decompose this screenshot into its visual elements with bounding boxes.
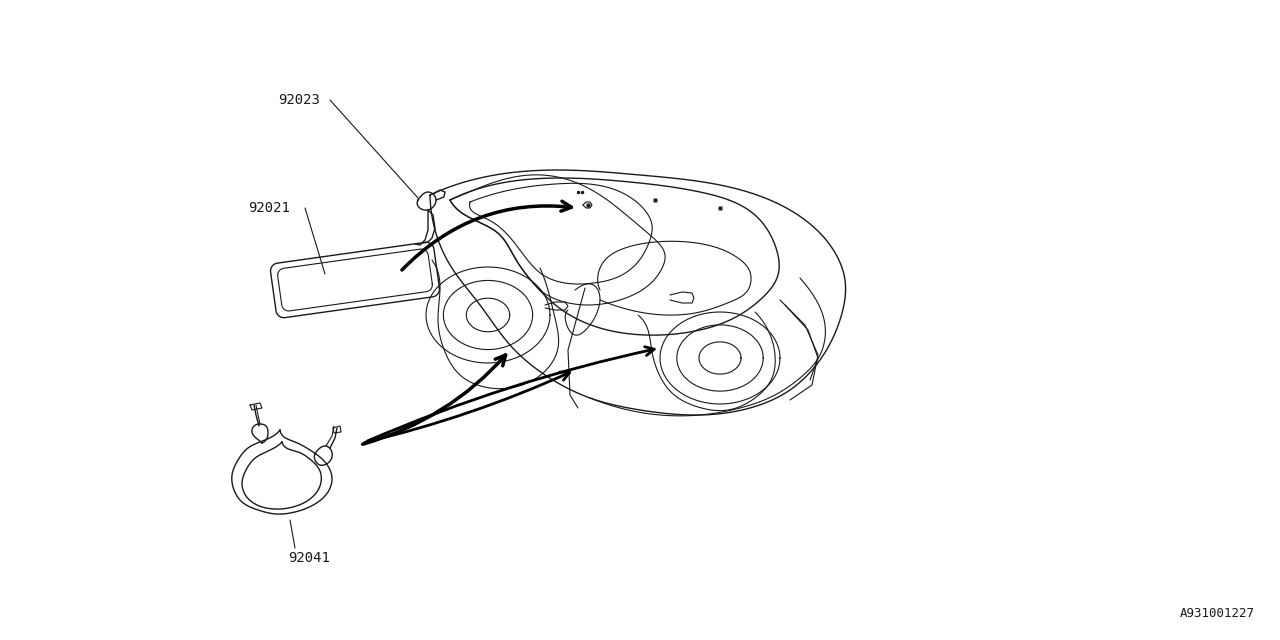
Text: 92023: 92023 (278, 93, 320, 107)
Text: 92041: 92041 (288, 551, 330, 565)
Text: 92021: 92021 (248, 201, 289, 215)
Text: A931001227: A931001227 (1180, 607, 1254, 620)
